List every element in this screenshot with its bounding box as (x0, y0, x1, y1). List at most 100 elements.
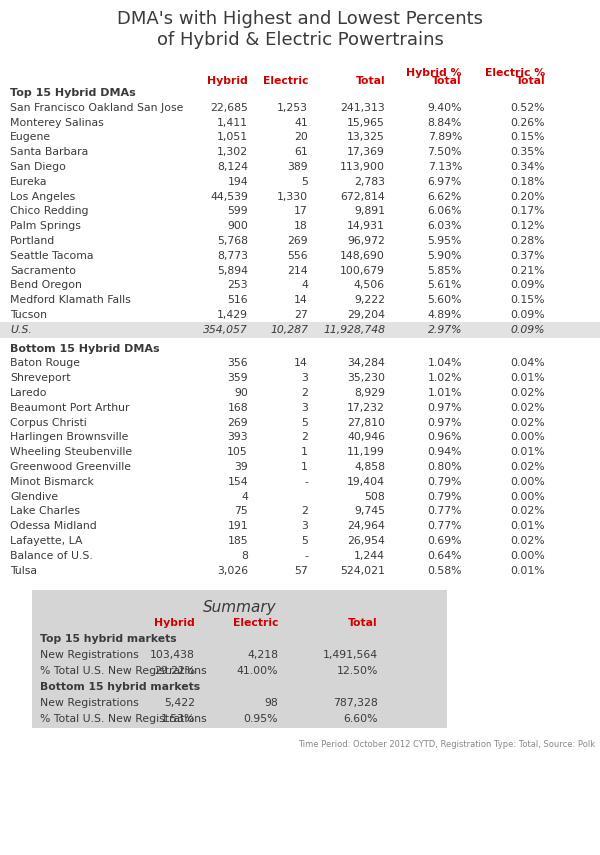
Text: Lafayette, LA: Lafayette, LA (10, 536, 83, 546)
Text: Electric: Electric (263, 76, 308, 86)
Text: 0.94%: 0.94% (427, 447, 462, 457)
Text: 105: 105 (227, 447, 248, 457)
Text: 0.77%: 0.77% (427, 522, 462, 531)
Text: Baton Rouge: Baton Rouge (10, 358, 80, 369)
Text: 3,026: 3,026 (217, 566, 248, 575)
Text: 6.06%: 6.06% (427, 206, 462, 216)
Text: 98: 98 (264, 699, 278, 709)
Text: Beaumont Port Arthur: Beaumont Port Arthur (10, 403, 130, 413)
Text: 11,928,748: 11,928,748 (323, 325, 385, 335)
Text: 516: 516 (227, 295, 248, 305)
Text: 0.64%: 0.64% (427, 551, 462, 561)
Text: Bottom 15 Hybrid DMAs: Bottom 15 Hybrid DMAs (10, 344, 160, 354)
Text: 0.02%: 0.02% (511, 417, 545, 428)
Text: 5,894: 5,894 (217, 266, 248, 275)
Text: 6.60%: 6.60% (343, 715, 378, 724)
Text: Santa Barbara: Santa Barbara (10, 147, 88, 157)
Text: Bend Oregon: Bend Oregon (10, 280, 82, 291)
Text: 17,369: 17,369 (347, 147, 385, 157)
Text: 2: 2 (301, 433, 308, 442)
Text: 0.58%: 0.58% (427, 566, 462, 575)
Text: 0.15%: 0.15% (511, 295, 545, 305)
Text: Shreveport: Shreveport (10, 373, 71, 383)
Text: 96,972: 96,972 (347, 236, 385, 246)
Text: DMA's with Highest and Lowest Percents
of Hybrid & Electric Powertrains: DMA's with Highest and Lowest Percents o… (117, 10, 483, 49)
Text: 0.09%: 0.09% (511, 280, 545, 291)
Text: 6.97%: 6.97% (428, 177, 462, 186)
Text: 0.95%: 0.95% (244, 715, 278, 724)
Text: 103,438: 103,438 (150, 651, 195, 660)
Text: 4: 4 (301, 280, 308, 291)
Text: San Diego: San Diego (10, 162, 66, 172)
Text: 0.37%: 0.37% (511, 251, 545, 261)
Text: 34,284: 34,284 (347, 358, 385, 369)
Text: Electric %: Electric % (485, 68, 545, 78)
Text: 75: 75 (234, 506, 248, 516)
Text: 12.50%: 12.50% (337, 666, 378, 676)
Text: 90: 90 (234, 388, 248, 398)
Text: Total: Total (355, 76, 385, 86)
Text: 508: 508 (364, 492, 385, 502)
Text: Seattle Tacoma: Seattle Tacoma (10, 251, 94, 261)
Text: 524,021: 524,021 (340, 566, 385, 575)
Text: 5.60%: 5.60% (427, 295, 462, 305)
Text: Eugene: Eugene (10, 133, 51, 143)
Text: 5.90%: 5.90% (427, 251, 462, 261)
Text: 24,964: 24,964 (347, 522, 385, 531)
Text: 168: 168 (227, 403, 248, 413)
Text: 39: 39 (234, 462, 248, 472)
Text: 20: 20 (294, 133, 308, 143)
Text: 4,218: 4,218 (247, 651, 278, 660)
Text: % Total U.S. New Registrations: % Total U.S. New Registrations (40, 715, 206, 724)
Text: Top 15 Hybrid DMAs: Top 15 Hybrid DMAs (10, 88, 136, 98)
Text: 9.40%: 9.40% (427, 103, 462, 113)
Text: 0.12%: 0.12% (511, 221, 545, 231)
Text: 0.79%: 0.79% (427, 492, 462, 502)
Text: 1,302: 1,302 (217, 147, 248, 157)
Text: 148,690: 148,690 (340, 251, 385, 261)
Text: 35,230: 35,230 (347, 373, 385, 383)
Text: 0.01%: 0.01% (511, 566, 545, 575)
Text: 0.79%: 0.79% (427, 477, 462, 486)
Text: 0.69%: 0.69% (427, 536, 462, 546)
Text: Eureka: Eureka (10, 177, 47, 186)
Text: 61: 61 (294, 147, 308, 157)
Text: 0.00%: 0.00% (510, 492, 545, 502)
Text: 4: 4 (241, 492, 248, 502)
Text: 41: 41 (294, 118, 308, 127)
Text: Sacramento: Sacramento (10, 266, 76, 275)
Text: 1: 1 (301, 447, 308, 457)
Text: 0.09%: 0.09% (511, 310, 545, 320)
Text: 1.53%: 1.53% (161, 715, 195, 724)
Text: 2: 2 (301, 388, 308, 398)
Text: 8,773: 8,773 (217, 251, 248, 261)
Text: 0.04%: 0.04% (511, 358, 545, 369)
Text: Palm Springs: Palm Springs (10, 221, 81, 231)
Text: 9,891: 9,891 (354, 206, 385, 216)
Text: 900: 900 (227, 221, 248, 231)
Text: Total: Total (349, 618, 378, 628)
Text: 8: 8 (241, 551, 248, 561)
Text: 1,244: 1,244 (354, 551, 385, 561)
Text: 29.22%: 29.22% (154, 666, 195, 676)
Text: 3: 3 (301, 522, 308, 531)
Text: 253: 253 (227, 280, 248, 291)
Text: 0.02%: 0.02% (511, 403, 545, 413)
Bar (32, 591, 447, 728)
Text: Summary: Summary (203, 600, 277, 616)
Bar (0, 321, 600, 338)
Text: Glendive: Glendive (10, 492, 58, 502)
Text: 1,330: 1,330 (277, 192, 308, 202)
Text: Corpus Christi: Corpus Christi (10, 417, 87, 428)
Text: 14: 14 (294, 358, 308, 369)
Text: Hybrid %: Hybrid % (407, 68, 462, 78)
Text: 0.96%: 0.96% (427, 433, 462, 442)
Text: Total: Total (515, 76, 545, 86)
Text: New Registrations: New Registrations (40, 651, 139, 660)
Text: 154: 154 (227, 477, 248, 486)
Text: 14,931: 14,931 (347, 221, 385, 231)
Text: 9,745: 9,745 (354, 506, 385, 516)
Text: 40,946: 40,946 (347, 433, 385, 442)
Text: 8,929: 8,929 (354, 388, 385, 398)
Text: 0.21%: 0.21% (511, 266, 545, 275)
